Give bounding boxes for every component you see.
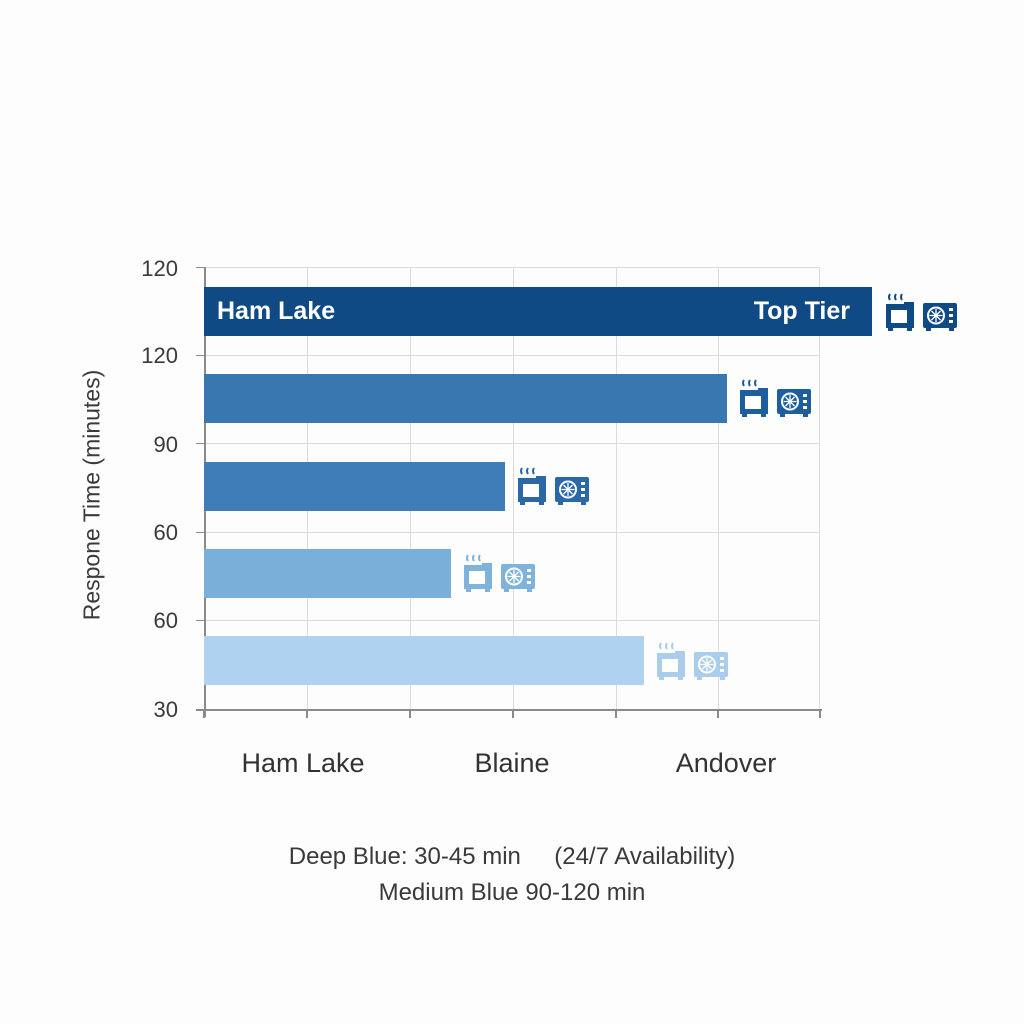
- furnace-icon: [657, 642, 685, 680]
- bar-5: [204, 636, 644, 685]
- hvac-icons: [738, 378, 812, 418]
- gridline: [204, 532, 820, 533]
- x-axis: [196, 709, 822, 711]
- gridline: [204, 443, 820, 444]
- bar-2: [204, 374, 727, 423]
- y-tick: [196, 532, 204, 533]
- hvac-icons: [655, 641, 729, 681]
- furnace-icon: [518, 467, 546, 505]
- x-tick: [203, 710, 205, 718]
- x-tick: [717, 710, 719, 718]
- x-tick-label: Andover: [675, 748, 777, 778]
- bar-4: [204, 549, 451, 598]
- gridline: [819, 267, 820, 710]
- legend-line-1: Deep Blue: 30-45 min (24/7 Availability): [288, 843, 736, 870]
- legend-line-2: Medium Blue 90-120 min: [378, 879, 646, 906]
- bar-3: [204, 462, 505, 511]
- x-tick-label: Blaine: [474, 748, 550, 778]
- furnace-icon: [886, 293, 914, 331]
- x-tick: [409, 710, 411, 718]
- x-tick-label: Ham Lake: [241, 748, 365, 778]
- x-tick: [819, 710, 821, 718]
- furnace-icon: [464, 554, 492, 592]
- y-tick-label: 30: [153, 697, 178, 722]
- ac-unit-icon: [555, 477, 589, 505]
- bar-end-label: Top Tier: [753, 297, 850, 325]
- y-tick-label: 60: [153, 520, 178, 545]
- bar-1: Ham Lake Top Tier: [204, 287, 872, 336]
- gridline: [204, 620, 820, 621]
- ac-unit-icon: [501, 564, 535, 592]
- furnace-icon: [740, 379, 768, 417]
- y-tick: [196, 443, 204, 444]
- gridline: [204, 355, 820, 356]
- y-tick-label: 60: [153, 608, 178, 633]
- x-tick: [615, 710, 617, 718]
- gridline: [616, 267, 617, 710]
- ac-unit-icon: [777, 389, 811, 417]
- y-tick: [196, 620, 204, 621]
- gridline: [513, 267, 514, 710]
- gridline: [204, 267, 820, 268]
- gridline: [718, 267, 719, 710]
- y-tick-label: 90: [153, 432, 178, 457]
- hvac-icons: [462, 553, 536, 593]
- ac-unit-icon: [923, 303, 957, 331]
- x-tick: [306, 710, 308, 718]
- y-axis-title: Respone Time (minutes): [78, 369, 105, 621]
- ac-unit-icon: [694, 652, 728, 680]
- hvac-icons: [884, 292, 958, 332]
- y-tick-label: 120: [141, 256, 178, 281]
- hvac-icons: [516, 466, 590, 506]
- y-tick: [196, 355, 204, 356]
- y-tick-label: 120: [141, 343, 178, 368]
- y-tick: [196, 267, 204, 268]
- bar-inside-label: Ham Lake: [217, 297, 336, 325]
- x-tick: [512, 710, 514, 718]
